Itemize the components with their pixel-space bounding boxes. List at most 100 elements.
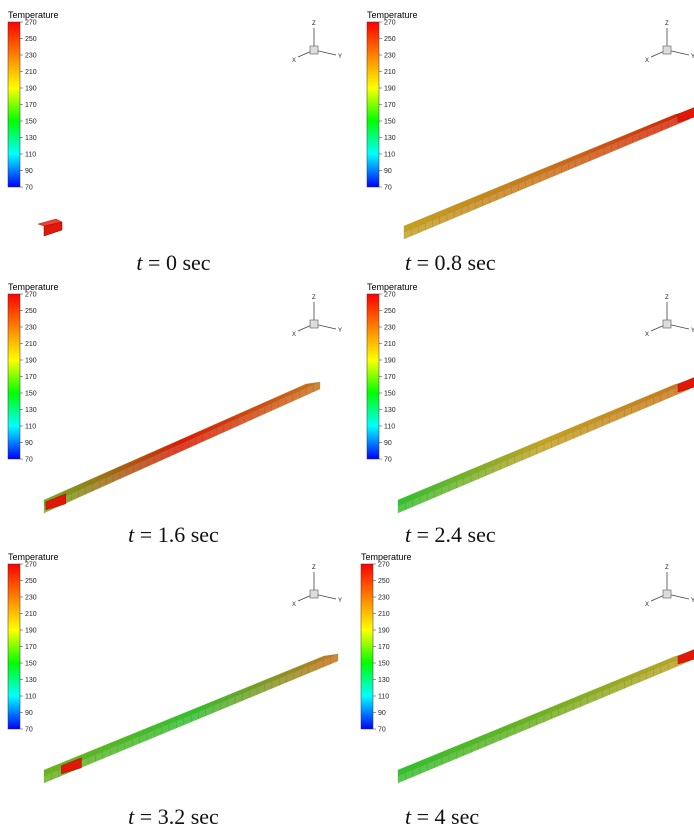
axis-x-label: X — [292, 332, 296, 338]
colorbar-tick: 250 — [25, 36, 37, 43]
panel-t0: Temperature 270 250 230 210 190 170 150 130 110 90… — [0, 0, 347, 275]
beam-side-face — [403, 111, 691, 240]
colorbar-tick: 150 — [25, 661, 37, 668]
colorbar-tick: 130 — [384, 407, 396, 414]
colorbar-tick: 210 — [25, 341, 37, 348]
axis-x-label: X — [292, 602, 296, 608]
axis-z-label: Z — [665, 565, 669, 571]
colorbar-tick: 190 — [384, 86, 396, 93]
colorbar-tick: 110 — [25, 424, 36, 431]
colorbar — [7, 563, 21, 730]
colorbar-tick: 250 — [378, 578, 390, 585]
colorbar-tick: 90 — [378, 710, 386, 717]
axis-y-label: Y — [691, 598, 694, 604]
beam-side-face — [43, 381, 321, 514]
colorbar-tick: 270 — [378, 562, 390, 569]
colorbar-tick: 210 — [25, 611, 37, 618]
colorbar-tick: 150 — [384, 119, 396, 126]
colorbar-tick: 90 — [25, 440, 33, 447]
hot-zone — [61, 757, 82, 775]
colorbar-tick: 270 — [25, 20, 37, 27]
colorbar-tick: 230 — [384, 325, 396, 332]
colorbar-tick: 270 — [384, 20, 396, 27]
colorbar-tick: 90 — [25, 710, 33, 717]
colorbar-tick: 170 — [25, 102, 37, 109]
caption-t16: t = 1.6 sec — [128, 522, 219, 547]
colorbar-tick: 70 — [384, 457, 392, 464]
colorbar-tick: 190 — [25, 628, 37, 635]
colorbar-tick: 230 — [384, 53, 396, 60]
colorbar-tick: 70 — [378, 727, 386, 734]
colorbar-tick: 230 — [25, 53, 37, 60]
axis-z-label: Z — [312, 21, 316, 27]
panel-t24: Temperature 270 250 230 210 190 170 150 130 110 90… — [347, 275, 694, 550]
panel-t16: Temperature 270 250 230 210 190 170 150 130 110 90… — [0, 275, 347, 550]
axis-y-label: Y — [338, 328, 342, 334]
colorbar-tick: 110 — [25, 694, 36, 701]
hot-zone — [677, 107, 694, 123]
colorbar — [360, 563, 374, 730]
colorbar-tick: 130 — [25, 677, 37, 684]
colorbar-tick: 130 — [25, 135, 37, 142]
colorbar-tick: 110 — [384, 152, 395, 159]
panel-t32: Temperature 270 250 230 210 190 170 150 130 110 90… — [0, 550, 347, 825]
colorbar-tick: 90 — [384, 168, 392, 175]
hot-zone — [677, 649, 694, 665]
colorbar-tick: 70 — [25, 727, 33, 734]
axis-y-label: Y — [338, 54, 342, 60]
colorbar-tick: 170 — [25, 374, 37, 381]
colorbar-tick: 270 — [384, 292, 396, 299]
colorbar-title: Temperature — [367, 10, 418, 20]
colorbar-tick: 250 — [25, 578, 37, 585]
axis-x-label: X — [645, 58, 649, 64]
axis-z-label: Z — [312, 565, 316, 571]
axis-x-label: X — [645, 602, 649, 608]
colorbar-tick: 250 — [25, 308, 37, 315]
axis-z-label: Z — [665, 295, 669, 301]
colorbar-tick: 130 — [384, 135, 396, 142]
caption-t08: t = 0.8 sec — [405, 250, 496, 275]
colorbar-tick: 190 — [384, 358, 396, 365]
colorbar-title: Temperature — [361, 552, 412, 562]
caption-t32: t = 3.2 sec — [128, 804, 219, 829]
colorbar-tick: 170 — [25, 644, 37, 651]
colorbar-title: Temperature — [8, 10, 59, 20]
caption-t0: t = 0 sec — [136, 250, 211, 275]
axis-y-label: Y — [691, 328, 694, 334]
colorbar-tick: 250 — [384, 308, 396, 315]
axis-y-label: Y — [338, 598, 342, 604]
colorbar-title: Temperature — [8, 282, 59, 292]
colorbar — [366, 21, 380, 188]
colorbar-tick: 170 — [378, 644, 390, 651]
colorbar-tick: 130 — [378, 677, 390, 684]
colorbar-tick: 90 — [384, 440, 392, 447]
axis-x-label: X — [645, 332, 649, 338]
colorbar — [7, 21, 21, 188]
axis-x-label: X — [292, 58, 296, 64]
beam-side-face — [397, 653, 691, 784]
colorbar-tick: 70 — [25, 457, 33, 464]
colorbar-tick: 70 — [25, 185, 33, 192]
colorbar-tick: 150 — [25, 391, 37, 398]
panel-t08: Temperature 270 250 230 210 190 170 150 130 110 90… — [347, 0, 694, 275]
colorbar-tick: 230 — [378, 595, 390, 602]
colorbar-tick: 210 — [378, 611, 390, 618]
colorbar-tick: 210 — [384, 341, 396, 348]
colorbar — [7, 293, 21, 460]
colorbar-tick: 170 — [384, 374, 396, 381]
colorbar-tick: 230 — [25, 325, 37, 332]
axis-z-label: Z — [312, 295, 316, 301]
colorbar-tick: 190 — [25, 86, 37, 93]
colorbar-tick: 150 — [384, 391, 396, 398]
colorbar-tick: 210 — [25, 69, 37, 76]
hot-zone — [677, 377, 694, 393]
axis-z-label: Z — [665, 21, 669, 27]
axis-y-label: Y — [691, 54, 694, 60]
colorbar-tick: 150 — [378, 661, 390, 668]
panel-t4: Temperature 270 250 230 210 190 170 150 130 110 90… — [347, 550, 694, 825]
